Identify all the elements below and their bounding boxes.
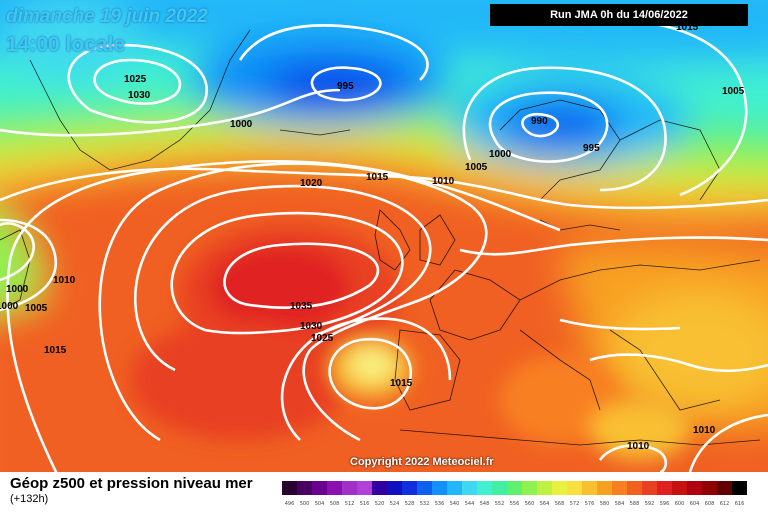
- scale-tick: 584: [614, 501, 625, 507]
- color-swatch: [702, 481, 717, 495]
- pressure-label: 1010: [53, 275, 76, 286]
- color-swatch: [687, 481, 702, 495]
- pressure-label: 1025: [124, 74, 147, 85]
- color-swatch: [672, 481, 687, 495]
- scale-tick: 612: [719, 501, 730, 507]
- pressure-labels: 1025 1030 1000 995 990 1005 1000 995 100…: [0, 22, 745, 452]
- color-swatch: [717, 481, 732, 495]
- legend-title: Géop z500 et pression niveau mer: [10, 475, 253, 492]
- pressure-label: 1000: [0, 301, 19, 312]
- scale-tick: 548: [479, 501, 490, 507]
- color-swatch: [327, 481, 342, 495]
- scale-tick: 600: [674, 501, 685, 507]
- color-swatch: [642, 481, 657, 495]
- color-swatch: [342, 481, 357, 495]
- scale-tick: 516: [359, 501, 370, 507]
- color-swatch: [522, 481, 537, 495]
- pressure-label: 1030: [128, 90, 151, 101]
- scale-tick: 504: [314, 501, 325, 507]
- pressure-label: 1005: [722, 86, 745, 97]
- pressure-label: 1015: [676, 22, 699, 33]
- weather-map: 1025 1030 1000 995 990 1005 1000 995 100…: [0, 0, 768, 472]
- scale-tick: 536: [434, 501, 445, 507]
- run-info: Run JMA 0h du 14/06/2022: [490, 4, 748, 26]
- pressure-label: 995: [337, 81, 354, 92]
- scale-tick: 556: [509, 501, 520, 507]
- color-swatch: [507, 481, 522, 495]
- scale-tick: 524: [389, 501, 400, 507]
- color-swatch: [462, 481, 477, 495]
- color-swatch: [732, 481, 747, 495]
- pressure-label: 1020: [300, 178, 323, 189]
- pressure-label: 1015: [390, 378, 413, 389]
- scale-tick: 592: [644, 501, 655, 507]
- pressure-label: 1025: [311, 333, 334, 344]
- scale-tick: 564: [539, 501, 550, 507]
- color-swatch: [312, 481, 327, 495]
- map-canvas: 1025 1030 1000 995 990 1005 1000 995 100…: [0, 0, 768, 472]
- color-swatch: [387, 481, 402, 495]
- pressure-label: 1010: [627, 441, 650, 452]
- scale-tick: 512: [344, 501, 355, 507]
- legend-subtitle: (+132h): [10, 493, 49, 505]
- legend-footer: Géop z500 et pression niveau mer (+132h)…: [0, 472, 768, 512]
- color-swatch: [297, 481, 312, 495]
- color-swatch: [612, 481, 627, 495]
- forecast-date: dimanche 19 juin 2022: [6, 6, 208, 27]
- color-swatch: [372, 481, 387, 495]
- scale-tick: 496: [284, 501, 295, 507]
- scale-tick: 560: [524, 501, 535, 507]
- pressure-label: 1035: [290, 301, 313, 312]
- pressure-label: 1010: [693, 425, 716, 436]
- pressure-label: 1015: [44, 345, 67, 356]
- pressure-label: 1005: [465, 162, 488, 173]
- scale-tick: 532: [419, 501, 430, 507]
- pressure-label: 1000: [230, 119, 253, 130]
- pressure-label: 1000: [6, 284, 29, 295]
- color-swatch: [657, 481, 672, 495]
- color-swatch: [477, 481, 492, 495]
- copyright: Copyright 2022 Meteociel.fr: [350, 456, 494, 468]
- scale-tick: 552: [494, 501, 505, 507]
- pressure-label: 1005: [25, 303, 48, 314]
- color-swatch: [447, 481, 462, 495]
- scale-tick: 528: [404, 501, 415, 507]
- color-swatch: [597, 481, 612, 495]
- pressure-label: 995: [583, 143, 600, 154]
- color-swatch: [357, 481, 372, 495]
- scale-tick: 608: [704, 501, 715, 507]
- color-swatch: [582, 481, 597, 495]
- scale-tick: 616: [734, 501, 745, 507]
- scale-tick: 508: [329, 501, 340, 507]
- scale-tick: 588: [629, 501, 640, 507]
- scale-tick: 520: [374, 501, 385, 507]
- forecast-time: 14:00 locale: [6, 33, 126, 56]
- scale-tick: 500: [299, 501, 310, 507]
- scale-tick: 544: [464, 501, 475, 507]
- scale-tick: 580: [599, 501, 610, 507]
- color-swatch: [402, 481, 417, 495]
- color-swatch: [552, 481, 567, 495]
- color-scale: [282, 481, 747, 495]
- scale-tick: 572: [569, 501, 580, 507]
- color-swatch: [432, 481, 447, 495]
- scale-tick: 540: [449, 501, 460, 507]
- color-swatch: [282, 481, 297, 495]
- scale-tick: 604: [689, 501, 700, 507]
- color-swatch: [417, 481, 432, 495]
- scale-tick: 596: [659, 501, 670, 507]
- color-swatch: [492, 481, 507, 495]
- pressure-label: 1030: [300, 321, 323, 332]
- pressure-label: 1000: [489, 149, 512, 160]
- color-swatch: [567, 481, 582, 495]
- pressure-label: 990: [531, 116, 548, 127]
- pressure-label: 1010: [432, 176, 455, 187]
- scale-tick: 576: [584, 501, 595, 507]
- color-scale-ticks: 496 500 504 508 512 516 520 524 528 532 536 540 544 5…: [282, 501, 747, 507]
- pressure-label: 1015: [366, 172, 389, 183]
- scale-tick: 568: [554, 501, 565, 507]
- color-swatch: [627, 481, 642, 495]
- color-swatch: [537, 481, 552, 495]
